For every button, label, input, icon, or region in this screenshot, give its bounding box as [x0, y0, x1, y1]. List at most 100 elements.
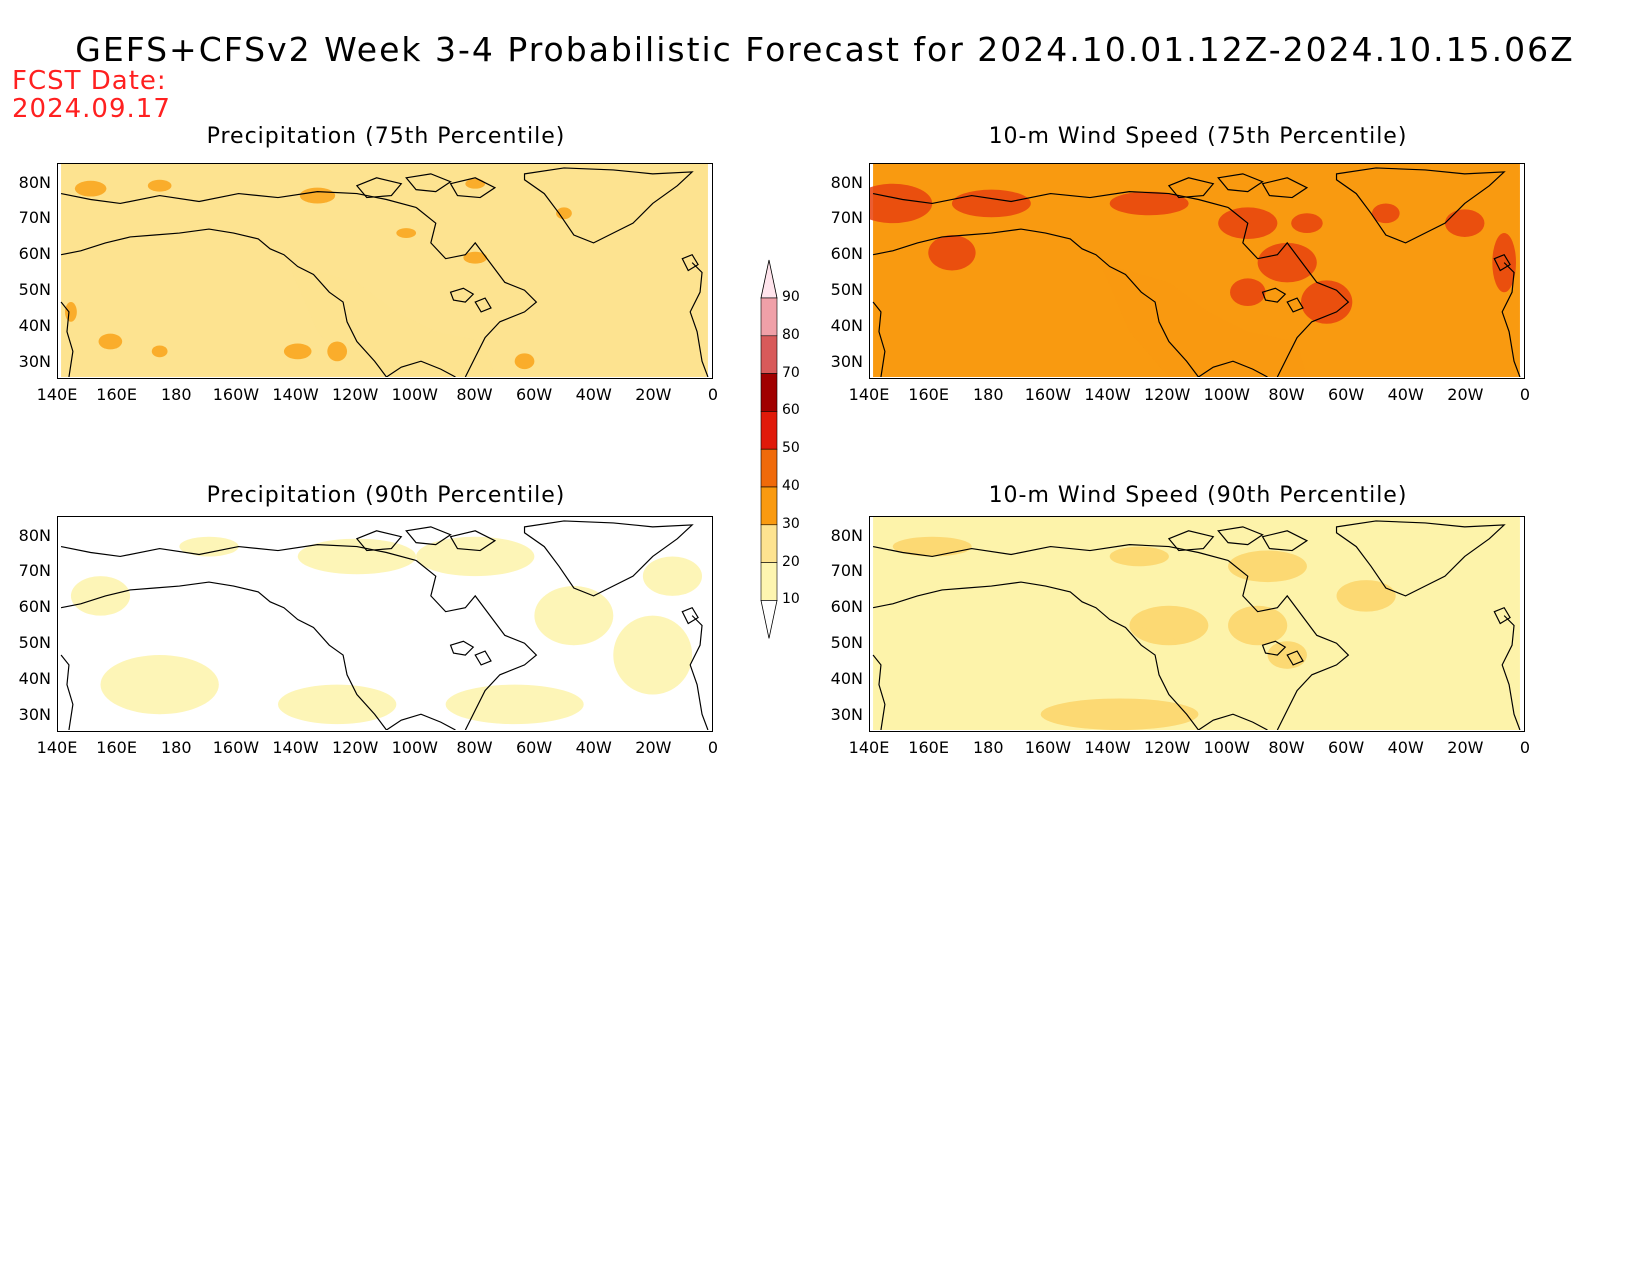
coastline [1501, 615, 1521, 730]
lon-label: 80W [1268, 385, 1305, 404]
probability-patch [1109, 546, 1169, 567]
probability-patch [1445, 209, 1485, 237]
lon-label: 180 [160, 738, 192, 757]
lon-label: 60W [1327, 385, 1365, 404]
coastline [689, 615, 709, 730]
probability-patch [1336, 580, 1396, 612]
lon-label: 20W [1447, 385, 1484, 404]
coastline [523, 167, 694, 244]
coastline [1501, 262, 1521, 377]
lat-label: 50N [830, 633, 863, 652]
coastline [405, 526, 452, 546]
panel-title-precip90: Precipitation (90th Percentile) [206, 483, 566, 508]
colorbar-segment [760, 411, 778, 450]
lat-label: 50N [830, 280, 863, 299]
coastline [1198, 360, 1268, 377]
coastline [872, 191, 1229, 208]
probability-patch [642, 556, 703, 596]
lon-label: 0 [707, 385, 719, 404]
lon-label: 0 [1519, 385, 1531, 404]
colorbar-tick-label: 10 [782, 591, 800, 608]
lat-label: 60N [18, 597, 51, 616]
lon-label: 140E [848, 385, 890, 404]
map-canvas [872, 517, 1521, 730]
map-precip90 [57, 516, 713, 732]
coastline [872, 228, 1199, 377]
lon-label: 160W [1024, 738, 1072, 757]
lon-label: 40W [1387, 385, 1424, 404]
map-canvas [60, 164, 709, 377]
probability-patch [1257, 242, 1317, 283]
lon-label: 100W [391, 385, 438, 404]
lon-label: 180 [160, 385, 192, 404]
lon-label: 20W [635, 738, 672, 757]
lat-label: 30N [830, 705, 863, 724]
lon-label: 140W [272, 385, 319, 404]
lon-label: 160E [96, 738, 137, 757]
lon-label: 20W [1447, 738, 1484, 757]
coastline [1217, 526, 1264, 546]
lon-label: 20W [635, 385, 672, 404]
coastline [386, 360, 456, 377]
coastline [474, 297, 492, 313]
coastline [523, 520, 694, 597]
probability-patch [892, 536, 972, 557]
coastline [474, 650, 492, 666]
colorbar-segment [760, 335, 778, 374]
lat-label: 80N [18, 526, 51, 545]
coastline [415, 206, 538, 377]
lon-label: 160W [1024, 385, 1072, 404]
coastline [1493, 253, 1511, 272]
colorbar-tick-label: 70 [782, 364, 800, 381]
probability-patch [1492, 233, 1516, 293]
probability-patch [327, 341, 348, 362]
coastline [681, 606, 699, 625]
lat-label: 60N [830, 244, 863, 263]
colorbar-segment [760, 297, 778, 337]
coastline [1217, 173, 1264, 193]
probability-patch [514, 353, 535, 370]
coastline [872, 301, 886, 377]
lon-label: 160W [212, 738, 260, 757]
lon-label: 60W [1327, 738, 1365, 757]
map-wind75 [869, 163, 1525, 379]
lon-label: 120W [331, 385, 379, 404]
coastline [386, 713, 456, 730]
panel-title-wind90: 10-m Wind Speed (90th Percentile) [988, 483, 1408, 508]
lat-label: 80N [18, 173, 51, 192]
colorbar-tick-label: 40 [782, 478, 800, 494]
colorbar-tick-label: 20 [782, 553, 800, 570]
coastline [872, 581, 1199, 730]
coastline [872, 654, 886, 730]
colorbar-bottom-arrow [760, 600, 778, 639]
probability-patch [463, 251, 488, 264]
probability-patch [556, 207, 572, 220]
lon-label: 40W [575, 738, 612, 757]
coastline [449, 177, 497, 199]
colorbar-top-arrow [760, 259, 778, 299]
coastline [405, 173, 452, 193]
probability-patch [1228, 605, 1288, 646]
lat-label: 30N [18, 705, 51, 724]
lat-label: 40N [18, 669, 51, 688]
lon-label: 80W [456, 385, 493, 404]
colorbar-segment [760, 486, 778, 526]
probability-patch [65, 302, 77, 322]
lon-label: 80W [1268, 738, 1305, 757]
coastline [1286, 650, 1304, 666]
coastline [60, 654, 74, 730]
lat-label: 50N [18, 633, 51, 652]
probability-patch [534, 586, 614, 646]
probability-patch [147, 179, 172, 192]
colorbar [760, 259, 778, 639]
lon-label: 100W [1203, 385, 1250, 404]
lon-label: 140W [1084, 385, 1131, 404]
coastline [1227, 559, 1350, 730]
probability-patch [1109, 191, 1189, 216]
lon-label: 60W [515, 738, 553, 757]
coastline [60, 581, 387, 730]
lon-label: 0 [1519, 738, 1531, 757]
lon-label: 120W [331, 738, 379, 757]
coastline [449, 640, 475, 656]
lon-label: 140E [36, 738, 78, 757]
